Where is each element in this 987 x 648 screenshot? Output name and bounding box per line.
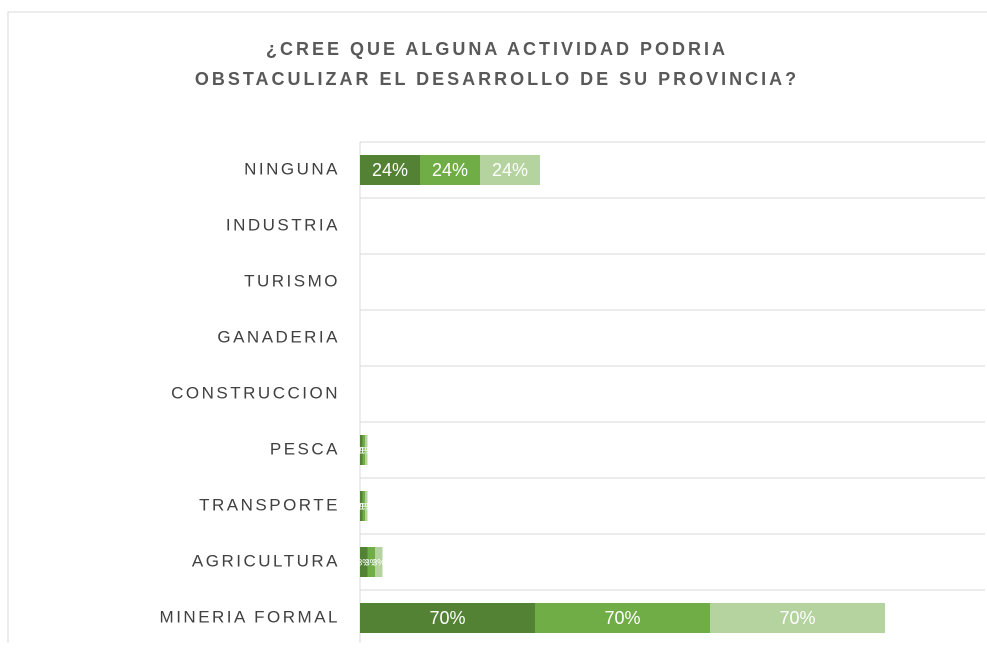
category-label: GANADERIA [217,327,340,346]
data-label: 24% [492,160,528,180]
bar-segment [362,491,365,521]
data-label: 1% [360,445,373,455]
category-label: INDUSTRIA [226,215,340,234]
category-label: CONSTRUCCION [171,383,340,402]
data-label: 3% [372,557,385,567]
category-label: MINERIA FORMAL [160,607,340,626]
data-label: 3% [365,557,378,567]
chart-title: ¿CREE QUE ALGUNA ACTIVIDAD PODRIA [266,39,728,59]
chart-title: OBSTACULIZAR EL DESARROLLO DE SU PROVINC… [195,69,799,89]
data-label: 3% [357,557,370,567]
bar-segment [360,491,363,521]
bar-segment [365,491,368,521]
category-label: AGRICULTURA [192,551,340,570]
bar-segment [365,435,368,465]
bar-segment [360,435,363,465]
bar-segment [360,603,535,633]
bar-segment [367,547,375,577]
bar-segment [535,603,710,633]
data-label: 1% [357,501,370,511]
category-label: TURISMO [244,271,340,290]
bar-segment [375,547,383,577]
bar-segment [710,603,885,633]
bar-segment [360,155,420,185]
data-label: 24% [372,160,408,180]
category-label: PESCA [270,439,340,458]
bar-segment [480,155,540,185]
bar-segment [362,435,365,465]
bar-segment [360,547,368,577]
chart-border [7,11,987,643]
data-label: 1% [357,445,370,455]
data-label: 70% [604,608,640,628]
data-label: 1% [355,501,368,511]
bar-segment [420,155,480,185]
category-label: NINGUNA [244,159,340,178]
data-label: 1% [355,445,368,455]
data-label: 70% [429,608,465,628]
data-label: 70% [779,608,815,628]
data-label: 24% [432,160,468,180]
data-label: 1% [360,501,373,511]
category-label: TRANSPORTE [199,495,340,514]
